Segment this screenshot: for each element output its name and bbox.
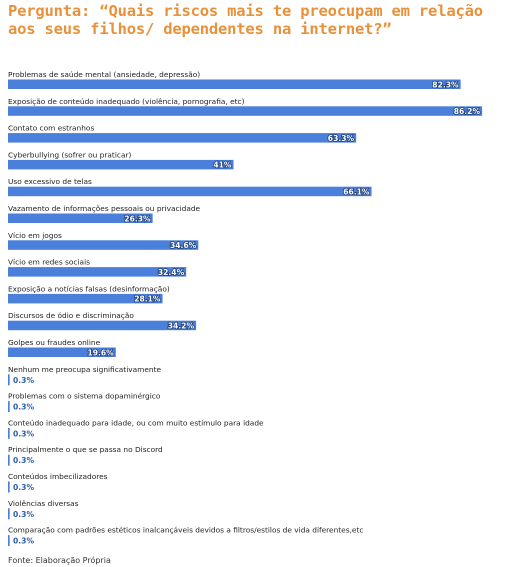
value-label: 0.3% xyxy=(13,456,34,465)
value-label: 0.3% xyxy=(13,403,34,412)
category-label: Exposição a notícias falsas (desinformaç… xyxy=(8,284,170,293)
category-label: Problemas de saúde mental (ansiedade, de… xyxy=(8,70,200,79)
category-label: Vício em jogos xyxy=(8,231,62,240)
category-label: Uso excessivo de telas xyxy=(8,177,92,186)
category-label: Cyberbullying (sofrer ou praticar) xyxy=(8,150,132,159)
category-label: Exposição de conteúdo inadequado (violên… xyxy=(8,97,245,106)
bar xyxy=(8,240,199,250)
bar xyxy=(8,293,163,304)
value-label: 19.6% xyxy=(87,348,114,357)
category-label: Conteúdo inadequado para idade, ou com m… xyxy=(8,418,264,427)
category-label: Contato com estranhos xyxy=(8,124,94,133)
bar xyxy=(8,481,10,493)
value-label: 26.3% xyxy=(124,214,151,223)
value-label: 0.3% xyxy=(13,429,34,438)
value-label: 0.3% xyxy=(13,537,34,546)
bar xyxy=(8,454,10,466)
value-label: 28.1% xyxy=(134,295,161,304)
value-label: 63.3% xyxy=(328,134,355,143)
chart-title: Pergunta: “Quais riscos mais te preocupa… xyxy=(8,2,483,38)
value-label: 32.4% xyxy=(158,268,185,277)
value-label: 34.2% xyxy=(168,322,195,331)
category-label: Golpes ou fraudes online xyxy=(8,338,101,347)
category-label: Vazamento de informações pessoais ou pri… xyxy=(8,204,201,213)
bar xyxy=(8,401,10,413)
value-label: 0.3% xyxy=(13,510,34,519)
bar xyxy=(8,159,234,170)
bar xyxy=(8,186,372,197)
category-label: Nenhum me preocupa significativamente xyxy=(8,365,161,374)
category-label: Conteúdos imbecilizadores xyxy=(8,472,108,481)
bar xyxy=(8,79,461,89)
category-label: Comparação com padrões estéticos inalcan… xyxy=(8,526,363,535)
value-label: 0.3% xyxy=(13,483,34,492)
value-label: 34.6% xyxy=(170,241,197,250)
bar xyxy=(8,535,10,547)
bar xyxy=(8,320,197,331)
category-label: Discursos de ódio e discriminação xyxy=(8,311,134,320)
category-label: Problemas com o sistema dopaminérgico xyxy=(8,392,161,401)
value-label: 41% xyxy=(213,161,232,170)
source-note: Fonte: Elaboração Própria xyxy=(8,556,111,565)
bar xyxy=(8,374,10,386)
category-label: Vício em redes sociais xyxy=(8,258,90,267)
category-label: Violências diversas xyxy=(8,499,79,508)
bar xyxy=(8,267,187,277)
value-label: 66.1% xyxy=(343,188,370,197)
bar xyxy=(8,347,116,357)
value-label: 82.3% xyxy=(432,80,459,89)
bar xyxy=(8,508,10,520)
bar xyxy=(8,106,483,116)
bar xyxy=(8,133,357,143)
bar xyxy=(8,427,10,439)
category-label: Principalmente o que se passa no Discord xyxy=(8,445,163,454)
value-label: 86.2% xyxy=(454,107,481,116)
value-label: 0.3% xyxy=(13,376,34,385)
bar xyxy=(8,213,153,223)
